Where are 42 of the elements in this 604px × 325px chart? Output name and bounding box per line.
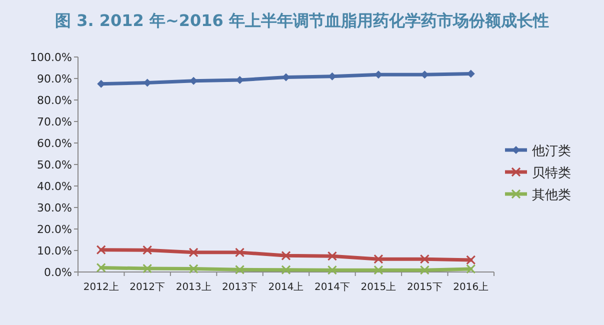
point — [142, 264, 152, 274]
legend-label: 贝特类 — [532, 166, 571, 181]
point — [281, 250, 291, 260]
legend-label: 他汀类 — [532, 144, 571, 159]
y-tick-label: 70.0% — [37, 116, 72, 128]
y-tick-label: 60.0% — [37, 137, 72, 150]
point — [420, 265, 430, 275]
y-tick-label: 90.0% — [37, 72, 72, 86]
x-tick-label: 2013上 — [176, 281, 212, 293]
point — [188, 264, 198, 274]
chart-title: 图 3. 2012 年~2016 年上半年调节血脂用药化学药市场份额成长性 — [55, 11, 549, 30]
x-tick-label: 2014下 — [314, 282, 350, 293]
y-tick-label: 100.0% — [30, 51, 72, 64]
x-tick-label: 2016上 — [453, 281, 489, 293]
x-tick-label: 2015下 — [406, 282, 442, 293]
y-tick-label: 10.0% — [37, 244, 72, 258]
point — [281, 265, 291, 275]
y-tick-label: 40.0% — [37, 180, 72, 193]
point — [466, 255, 476, 265]
point — [188, 248, 198, 258]
y-tick-label: 50.0% — [37, 158, 72, 172]
legend-label: 其他类 — [532, 188, 571, 203]
x-tick-label: 2015上 — [360, 281, 396, 293]
point — [327, 251, 338, 261]
point — [327, 265, 338, 275]
point — [234, 248, 245, 258]
x-tick-label: 2012上 — [83, 281, 119, 293]
point — [96, 245, 106, 255]
x-tick-label: 2013下 — [222, 282, 258, 293]
point — [142, 245, 152, 255]
x-tick-label: 2012下 — [130, 282, 166, 293]
point — [374, 254, 384, 264]
point — [420, 254, 430, 264]
point — [234, 264, 245, 274]
point — [466, 264, 476, 274]
y-tick-label: 0.0% — [44, 266, 72, 279]
x-tick-label: 2014上 — [268, 281, 304, 293]
point — [374, 265, 384, 275]
point — [96, 262, 106, 272]
y-tick-label: 20.0% — [37, 223, 72, 236]
y-tick-label: 30.0% — [37, 202, 72, 214]
y-tick-label: 80.0% — [37, 94, 72, 107]
